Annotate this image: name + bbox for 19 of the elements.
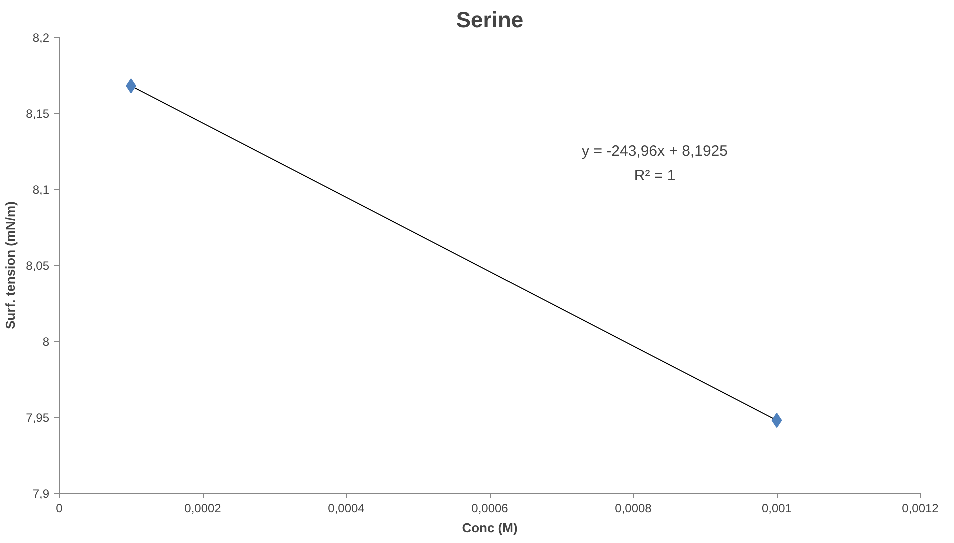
y-tick-label: 8,1 bbox=[32, 183, 50, 197]
annotation: y = -243,96x + 8,1925 bbox=[582, 143, 728, 160]
y-tick-label: 8,05 bbox=[26, 259, 50, 273]
annotation: R² = 1 bbox=[634, 167, 676, 184]
y-axis-title: Surf. tension (mN/m) bbox=[3, 202, 18, 330]
y-tick-label: 7,95 bbox=[26, 411, 50, 425]
x-tick-label: 0,0004 bbox=[328, 502, 366, 516]
x-tick-label: 0,0006 bbox=[472, 502, 509, 516]
x-tick-label: 0,001 bbox=[762, 502, 792, 516]
x-tick-label: 0,0002 bbox=[184, 502, 222, 516]
y-tick-label: 8 bbox=[42, 335, 50, 349]
x-tick-label: 0 bbox=[56, 502, 64, 516]
x-tick-label: 0,0012 bbox=[902, 502, 940, 516]
x-axis-title: Conc (M) bbox=[462, 520, 518, 536]
y-tick-label: 8,15 bbox=[26, 107, 50, 121]
chart-title: Serine bbox=[456, 8, 524, 32]
x-tick-label: 0,0008 bbox=[615, 502, 652, 516]
y-tick-label: 7,9 bbox=[32, 487, 50, 501]
y-tick-label: 8,2 bbox=[32, 31, 50, 45]
